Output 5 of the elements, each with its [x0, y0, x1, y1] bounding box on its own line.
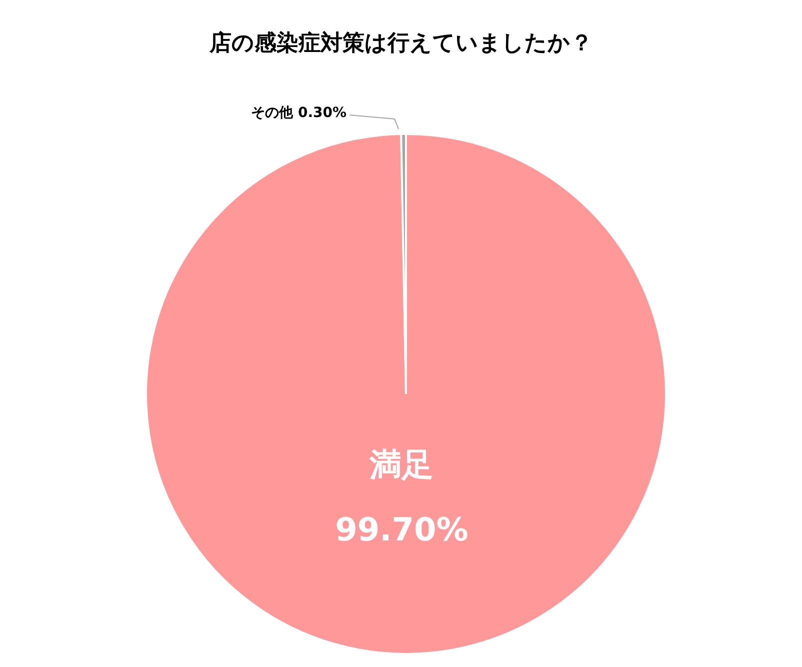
data-label: 99.70% — [335, 510, 468, 548]
slice-label: 満足 — [368, 445, 434, 484]
pie-slice — [145, 133, 667, 655]
slice-label: その他 0.30% — [251, 105, 347, 122]
chart-title: 店の感染症対策は行えていましたか？ — [208, 30, 594, 58]
